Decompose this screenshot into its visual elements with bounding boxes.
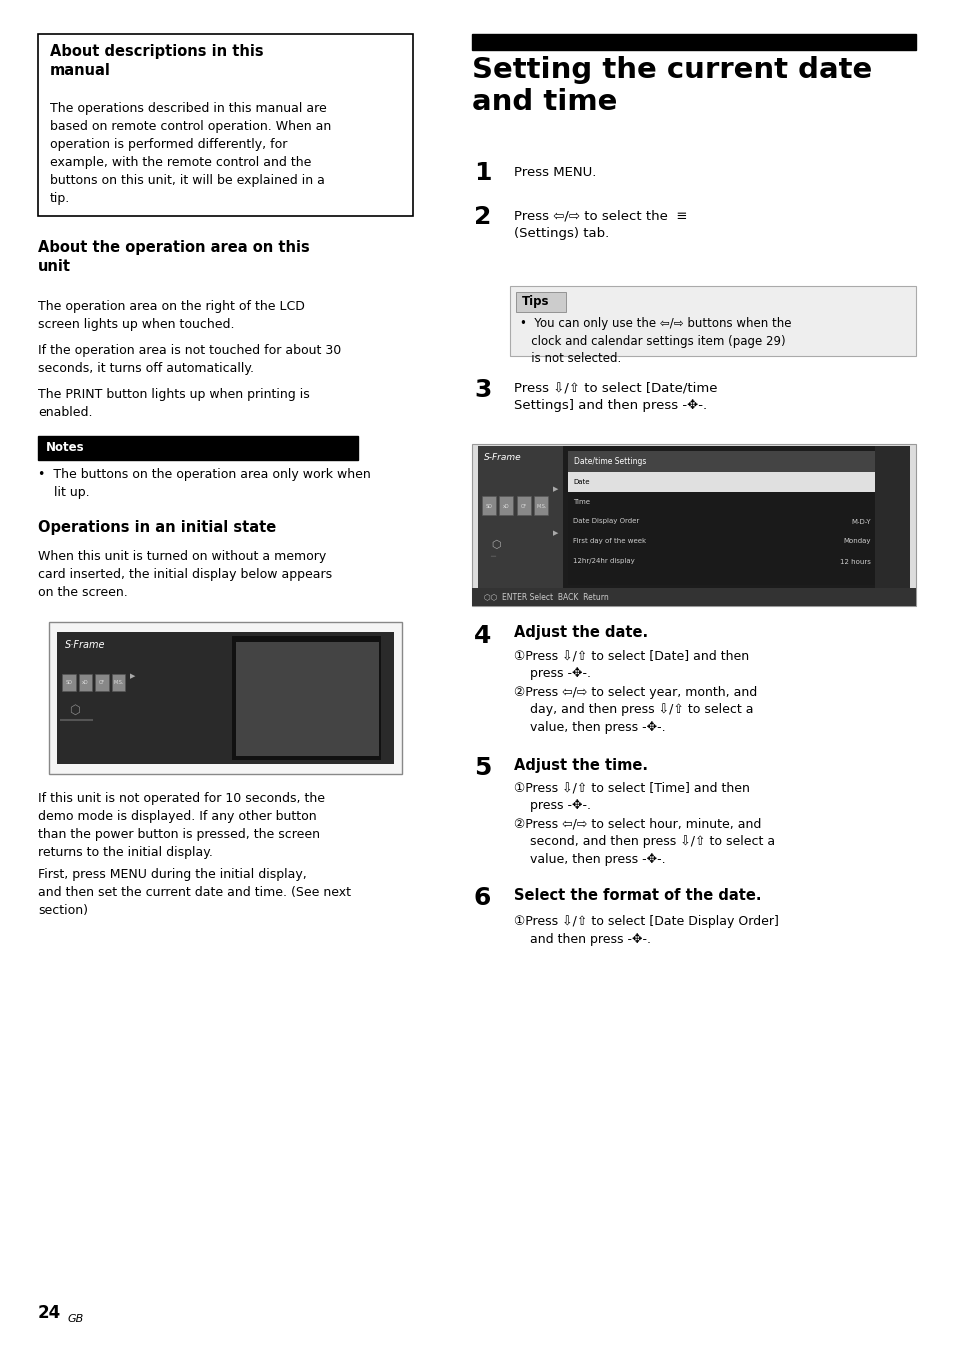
Text: ②Press ⇦/⇨ to select year, month, and
    day, and then press ⇩/⇧ to select a
  : ②Press ⇦/⇨ to select year, month, and da… bbox=[514, 685, 757, 734]
Text: ②Press ⇦/⇨ to select hour, minute, and
    second, and then press ⇩/⇧ to select : ②Press ⇦/⇨ to select hour, minute, and s… bbox=[514, 818, 774, 865]
Text: Operations in an initial state: Operations in an initial state bbox=[38, 521, 276, 535]
Text: Monday: Monday bbox=[842, 538, 870, 545]
Bar bbox=[516, 292, 565, 311]
Bar bbox=[567, 472, 874, 492]
Bar bbox=[477, 446, 562, 588]
Bar bbox=[236, 642, 378, 756]
Bar bbox=[62, 673, 75, 691]
Bar bbox=[567, 552, 874, 572]
Text: M-D-Y: M-D-Y bbox=[850, 519, 870, 525]
Text: CF: CF bbox=[98, 680, 105, 685]
Bar bbox=[481, 496, 496, 515]
Bar bbox=[567, 511, 874, 531]
Bar bbox=[517, 496, 531, 515]
Bar bbox=[95, 673, 109, 691]
Text: ①Press ⇩/⇧ to select [Time] and then
    press -✥-.: ①Press ⇩/⇧ to select [Time] and then pre… bbox=[514, 781, 749, 813]
Bar bbox=[232, 635, 380, 760]
Bar bbox=[472, 588, 915, 606]
Bar bbox=[477, 446, 909, 588]
Text: Press ⇩/⇧ to select [Date/time
Settings] and then press -✥-.: Press ⇩/⇧ to select [Date/time Settings]… bbox=[514, 381, 717, 412]
Text: •  The buttons on the operation area only work when
    lit up.: • The buttons on the operation area only… bbox=[38, 468, 371, 499]
Text: First day of the week: First day of the week bbox=[573, 538, 645, 545]
Bar bbox=[38, 435, 357, 460]
Text: Tips: Tips bbox=[521, 295, 549, 308]
Text: Notes: Notes bbox=[46, 442, 85, 454]
Bar bbox=[49, 622, 401, 773]
Bar bbox=[38, 34, 413, 216]
Text: Press ⇦/⇨ to select the  ≡
(Settings) tab.: Press ⇦/⇨ to select the ≡ (Settings) tab… bbox=[514, 210, 687, 241]
Bar bbox=[567, 492, 874, 511]
Text: ⬡: ⬡ bbox=[491, 539, 500, 550]
Text: Date: Date bbox=[573, 479, 589, 484]
Bar bbox=[472, 34, 915, 50]
Text: S·Frame: S·Frame bbox=[65, 639, 106, 650]
Text: 12hr/24hr display: 12hr/24hr display bbox=[573, 558, 634, 565]
Bar bbox=[472, 443, 915, 606]
Text: 4: 4 bbox=[474, 623, 491, 648]
Text: ▶: ▶ bbox=[131, 673, 135, 679]
Text: Press MENU.: Press MENU. bbox=[514, 165, 596, 178]
Bar bbox=[874, 446, 909, 588]
Text: •  You can only use the ⇦/⇨ buttons when the
   clock and calendar settings item: • You can only use the ⇦/⇨ buttons when … bbox=[519, 318, 791, 365]
Text: ━: ━ bbox=[490, 553, 495, 561]
Text: SD: SD bbox=[65, 680, 72, 685]
Bar bbox=[78, 673, 91, 691]
Text: The PRINT button lights up when printing is
enabled.: The PRINT button lights up when printing… bbox=[38, 388, 310, 419]
Bar bbox=[567, 450, 874, 472]
Text: Setting the current date
and time: Setting the current date and time bbox=[472, 57, 871, 116]
Text: 2: 2 bbox=[474, 206, 491, 230]
Text: The operations described in this manual are
based on remote control operation. W: The operations described in this manual … bbox=[50, 101, 331, 206]
Text: Adjust the date.: Adjust the date. bbox=[514, 626, 647, 641]
Text: The operation area on the right of the LCD
screen lights up when touched.: The operation area on the right of the L… bbox=[38, 300, 305, 331]
Bar bbox=[57, 631, 394, 764]
Text: xD: xD bbox=[82, 680, 89, 685]
Text: Time: Time bbox=[573, 499, 589, 504]
Text: If the operation area is not touched for about 30
seconds, it turns off automati: If the operation area is not touched for… bbox=[38, 343, 341, 375]
Text: 5: 5 bbox=[474, 756, 491, 780]
Text: Adjust the time.: Adjust the time. bbox=[514, 757, 647, 772]
Text: S-Frame: S-Frame bbox=[483, 453, 521, 462]
Text: ⬡⬡  ENTER Select  BACK  Return: ⬡⬡ ENTER Select BACK Return bbox=[483, 592, 608, 602]
Bar bbox=[112, 673, 125, 691]
Text: When this unit is turned on without a memory
card inserted, the initial display : When this unit is turned on without a me… bbox=[38, 550, 332, 599]
Text: Date Display Order: Date Display Order bbox=[573, 519, 639, 525]
Text: 6: 6 bbox=[474, 886, 491, 910]
Text: About the operation area on this
unit: About the operation area on this unit bbox=[38, 241, 310, 273]
Bar bbox=[534, 496, 548, 515]
Text: ①Press ⇩/⇧ to select [Date Display Order]
    and then press -✥-.: ①Press ⇩/⇧ to select [Date Display Order… bbox=[514, 915, 778, 946]
FancyBboxPatch shape bbox=[510, 285, 915, 356]
Text: M.S.: M.S. bbox=[536, 504, 546, 508]
Text: 1: 1 bbox=[474, 161, 491, 185]
Text: 12 hours: 12 hours bbox=[840, 558, 870, 565]
Text: GB: GB bbox=[68, 1314, 84, 1324]
Text: Select the format of the date.: Select the format of the date. bbox=[514, 887, 760, 903]
Bar bbox=[567, 450, 874, 584]
Text: Date/time Settings: Date/time Settings bbox=[574, 457, 646, 465]
Text: M.S.: M.S. bbox=[112, 680, 123, 685]
Text: xD: xD bbox=[502, 504, 509, 508]
Bar bbox=[567, 531, 874, 552]
Text: First, press MENU during the initial display,
and then set the current date and : First, press MENU during the initial dis… bbox=[38, 868, 351, 917]
Text: ▶: ▶ bbox=[553, 487, 558, 492]
Text: About descriptions in this
manual: About descriptions in this manual bbox=[50, 45, 263, 77]
Text: SD: SD bbox=[485, 504, 492, 508]
Text: 3: 3 bbox=[474, 377, 491, 402]
Text: ①Press ⇩/⇧ to select [Date] and then
    press -✥-.: ①Press ⇩/⇧ to select [Date] and then pre… bbox=[514, 649, 748, 680]
Bar bbox=[499, 496, 513, 515]
Text: 24: 24 bbox=[38, 1303, 61, 1322]
Text: ⬡: ⬡ bbox=[70, 703, 80, 717]
Text: CF: CF bbox=[520, 504, 526, 508]
Text: ▶: ▶ bbox=[553, 530, 558, 537]
Text: If this unit is not operated for 10 seconds, the
demo mode is displayed. If any : If this unit is not operated for 10 seco… bbox=[38, 792, 325, 859]
